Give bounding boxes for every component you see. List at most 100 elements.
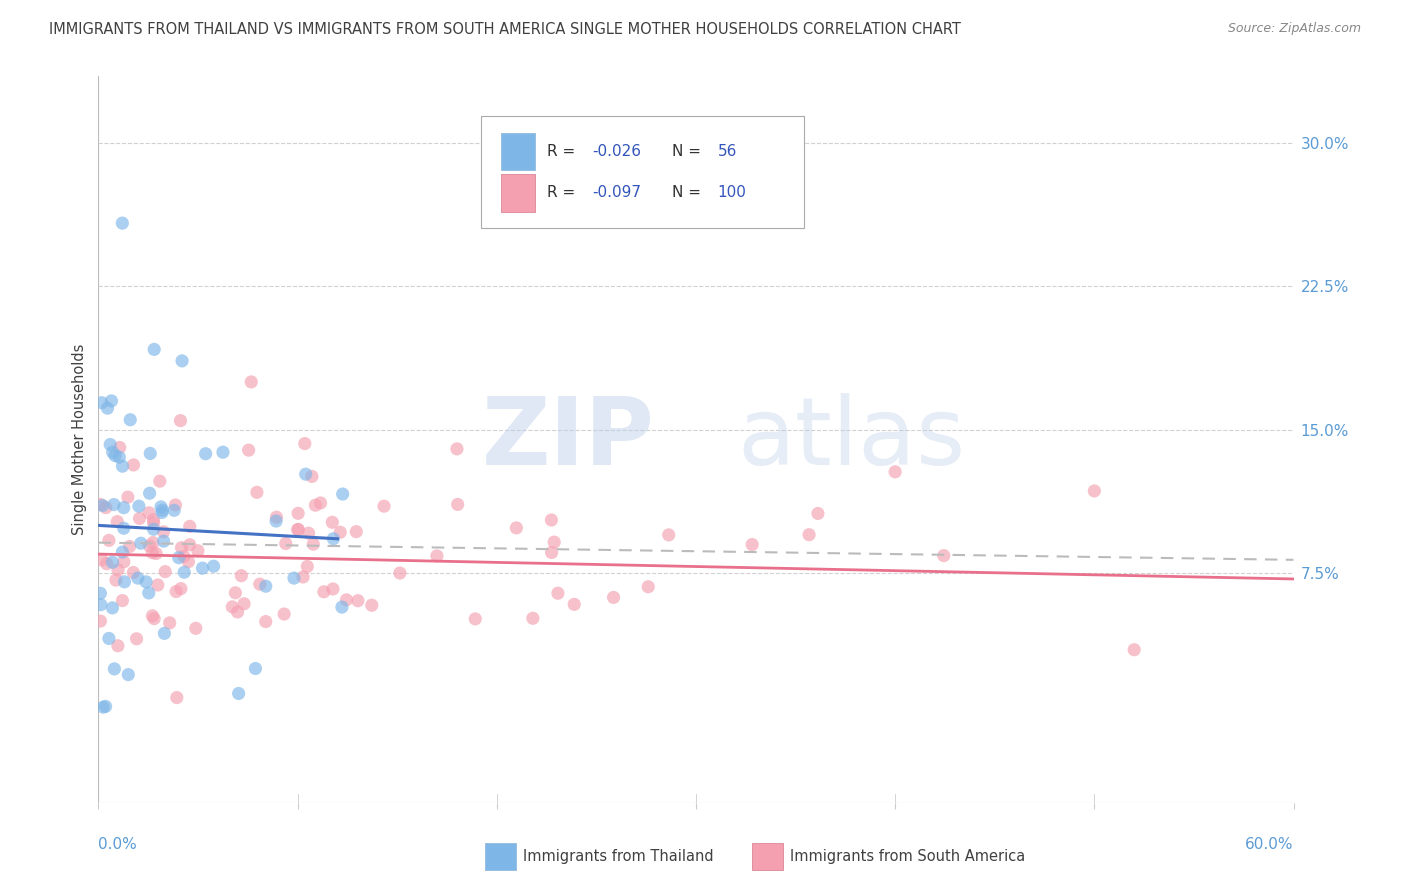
Point (122, 458, 145, 472)
Point (142, 516, 165, 530)
Point (112, 500, 135, 515)
Point (184, 621, 207, 635)
Point (249, 577, 271, 591)
Point (89, 614, 111, 628)
Point (233, 597, 256, 611)
Point (335, 592, 357, 607)
Point (540, 545, 562, 559)
Point (273, 607, 295, 621)
Point (329, 525, 352, 540)
Point (179, 519, 201, 533)
Point (101, 555, 124, 569)
Text: R =: R = (547, 186, 579, 201)
Point (142, 535, 165, 549)
Point (187, 543, 209, 558)
Point (105, 515, 128, 529)
Point (373, 499, 395, 513)
Point (91, 499, 114, 513)
Point (294, 467, 316, 482)
Text: IMMIGRANTS FROM THAILAND VS IMMIGRANTS FROM SOUTH AMERICA SINGLE MOTHER HOUSEHOL: IMMIGRANTS FROM THAILAND VS IMMIGRANTS F… (49, 22, 962, 37)
Point (312, 584, 335, 599)
Point (138, 486, 160, 500)
Point (142, 513, 165, 527)
Point (91, 700, 114, 714)
Point (118, 540, 141, 554)
Point (143, 343, 166, 357)
Point (540, 513, 562, 527)
Point (322, 582, 344, 596)
Y-axis label: Single Mother Households: Single Mother Households (72, 343, 87, 535)
Point (139, 446, 162, 460)
Point (149, 474, 172, 488)
Point (287, 523, 309, 537)
Point (274, 536, 297, 550)
Point (103, 498, 125, 512)
Point (447, 497, 470, 511)
Point (135, 574, 157, 589)
Text: Source: ZipAtlas.com: Source: ZipAtlas.com (1227, 22, 1361, 36)
Point (562, 598, 585, 612)
Point (100, 393, 122, 408)
Point (212, 445, 235, 459)
Point (169, 414, 191, 428)
Text: atlas: atlas (738, 393, 966, 485)
Point (172, 354, 194, 368)
Point (228, 686, 250, 700)
Point (1083, 483, 1105, 498)
Point (283, 571, 305, 585)
Point (446, 442, 468, 456)
Point (90, 598, 112, 612)
Point (332, 487, 354, 501)
Point (112, 555, 135, 569)
Point (94, 500, 117, 515)
Point (101, 600, 124, 615)
Point (141, 546, 163, 560)
Text: -0.097: -0.097 (592, 186, 641, 201)
Point (179, 538, 201, 552)
Point (117, 667, 139, 681)
Text: 56: 56 (717, 144, 737, 159)
Point (505, 521, 527, 535)
Point (142, 522, 165, 536)
Point (347, 593, 370, 607)
Point (90, 553, 112, 567)
Point (138, 506, 160, 520)
Text: N =: N = (672, 144, 706, 159)
Point (153, 565, 176, 579)
Point (292, 570, 315, 584)
Point (344, 524, 367, 539)
Point (125, 632, 148, 646)
Point (522, 611, 544, 625)
Point (150, 506, 173, 520)
Point (108, 450, 131, 465)
Point (152, 524, 174, 539)
Point (166, 690, 188, 705)
Point (807, 507, 830, 521)
Point (294, 436, 316, 450)
Point (97, 632, 120, 646)
Point (304, 498, 326, 512)
Point (152, 534, 174, 549)
Point (103, 662, 125, 676)
Point (226, 605, 249, 619)
Point (297, 559, 319, 574)
Point (90, 395, 112, 409)
Point (89, 586, 111, 600)
Point (111, 545, 134, 559)
Point (170, 541, 193, 555)
Point (302, 537, 325, 551)
Point (152, 503, 174, 517)
Point (101, 445, 124, 459)
Point (96, 557, 118, 571)
Point (98, 437, 121, 451)
Point (89, 498, 111, 512)
Point (150, 500, 173, 514)
Point (240, 375, 263, 389)
Point (254, 579, 277, 593)
Point (246, 485, 269, 500)
Point (547, 586, 569, 600)
Text: N =: N = (672, 186, 706, 201)
Point (177, 555, 200, 569)
Point (111, 593, 134, 607)
Point (426, 549, 449, 563)
